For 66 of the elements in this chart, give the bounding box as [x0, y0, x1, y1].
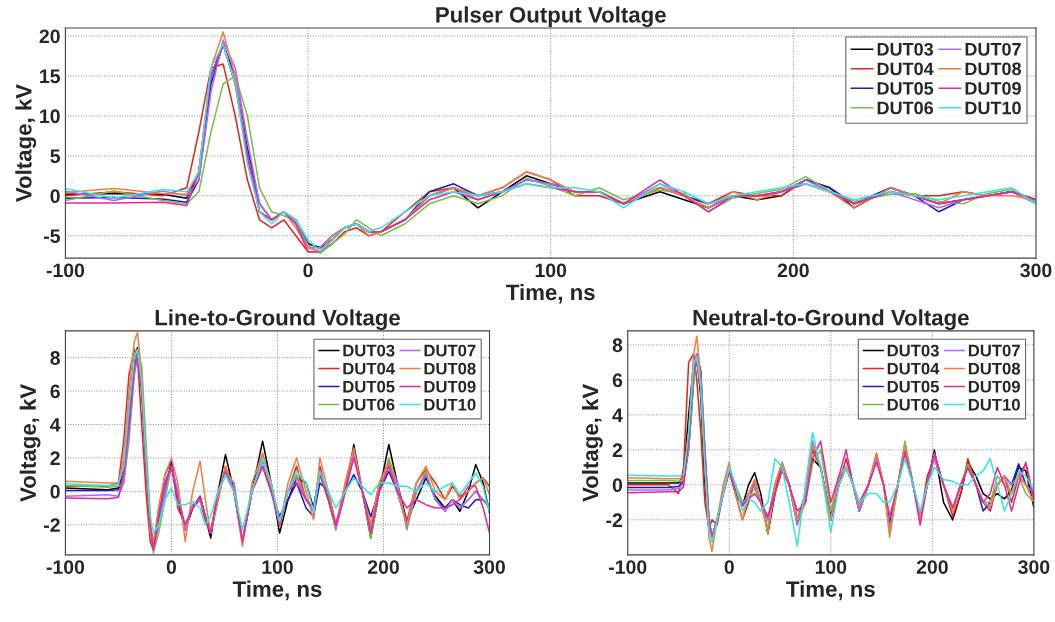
y-tick-label: -2 [44, 518, 60, 532]
legend-label: DUT06 [343, 398, 395, 411]
y-tick-label: 2 [612, 443, 623, 457]
y-tick-label: 2 [50, 451, 60, 465]
x-axis-title: Time, ns [786, 580, 875, 601]
chart-title: Neutral-to-Ground Voltage [693, 309, 969, 331]
legend-label: DUT10 [965, 101, 1021, 115]
y-tick-label: 6 [50, 384, 60, 399]
x-tick-label: 300 [1020, 263, 1052, 278]
x-tick-label: 100 [262, 560, 293, 574]
legend-label: DUT04 [343, 362, 395, 375]
legend-label: DUT08 [424, 362, 476, 375]
legend-label: DUT04 [877, 62, 934, 76]
y-tick-label: 4 [50, 418, 61, 432]
x-tick-label: 200 [916, 560, 948, 574]
x-axis-title: Time, ns [232, 580, 322, 601]
y-tick-label: 0 [612, 478, 623, 493]
legend-label: DUT06 [877, 101, 934, 115]
x-tick-label: -100 [609, 560, 647, 574]
x-tick-label: 300 [473, 560, 505, 574]
legend-label: DUT06 [887, 398, 939, 411]
legend-label: DUT04 [887, 362, 940, 375]
legend-label: DUT05 [877, 81, 934, 95]
legend-label: DUT07 [965, 42, 1021, 56]
x-tick-label: 0 [166, 560, 177, 574]
y-tick-label: 0 [50, 189, 60, 204]
y-axis-title: Voltage, kV [15, 84, 37, 202]
y-axis-title: Voltage, kV [19, 383, 41, 502]
legend-label: DUT10 [424, 398, 476, 411]
legend-label: DUT07 [968, 344, 1020, 357]
legend-label: DUT08 [965, 62, 1022, 76]
y-axis-title: Voltage, kV [581, 383, 603, 502]
legend-label: DUT09 [424, 380, 476, 393]
x-tick-label: -100 [46, 263, 85, 278]
y-tick-label: 10 [40, 109, 60, 124]
x-axis-title: Time, ns [506, 283, 595, 304]
legend-label: DUT07 [424, 344, 476, 357]
x-tick-label: -100 [46, 560, 85, 574]
y-tick-label: 8 [612, 338, 623, 353]
x-tick-label: 100 [535, 263, 567, 278]
legend-label: DUT03 [877, 42, 934, 56]
x-tick-label: 100 [815, 560, 847, 574]
chart-title: Pulser Output Voltage [436, 6, 666, 28]
legend-label: DUT05 [343, 380, 395, 393]
y-tick-label: -2 [606, 513, 623, 527]
y-tick-label: 15 [40, 69, 61, 84]
y-tick-label: 6 [612, 373, 623, 388]
x-tick-label: 0 [303, 263, 313, 278]
y-tick-label: -5 [44, 229, 61, 243]
y-tick-label: 20 [39, 29, 60, 44]
legend-label: DUT03 [343, 344, 395, 357]
legend-label: DUT03 [887, 344, 939, 357]
legend-label: DUT05 [887, 380, 939, 393]
legend-label: DUT10 [968, 398, 1020, 411]
x-tick-label: 300 [1018, 560, 1050, 574]
y-tick-label: 0 [50, 484, 60, 499]
y-tick-label: 5 [50, 149, 61, 164]
y-tick-label: 4 [612, 408, 623, 422]
x-tick-label: 200 [777, 263, 809, 278]
chart-title: Line-to-Ground Voltage [155, 309, 400, 331]
legend-label: DUT08 [968, 362, 1021, 375]
legend-label: DUT09 [965, 81, 1021, 95]
x-tick-label: 0 [724, 560, 734, 574]
x-tick-label: 200 [367, 560, 399, 574]
y-tick-label: 8 [50, 351, 60, 365]
legend-label: DUT09 [968, 380, 1020, 393]
